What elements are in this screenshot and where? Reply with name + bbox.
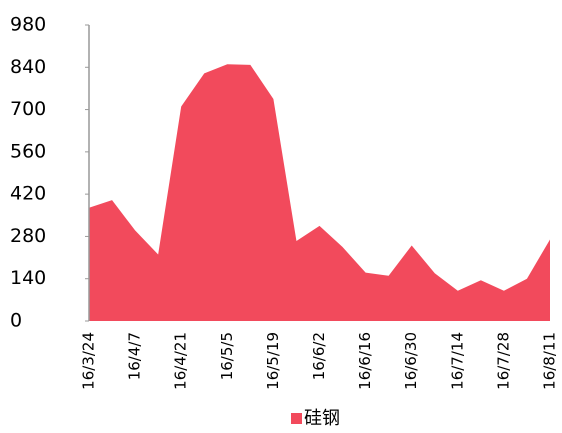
y-tick-label: 980: [10, 14, 46, 36]
y-tick-label: 840: [10, 56, 46, 78]
x-tick-label: 16/6/30: [402, 332, 420, 390]
legend-label: 硅钢: [304, 408, 340, 429]
area: [89, 64, 550, 321]
legend-swatch: [291, 413, 302, 424]
x-tick-label: 16/4/21: [172, 332, 190, 390]
x-tick-label: 16/7/28: [494, 332, 512, 390]
x-tick-label: 16/4/7: [126, 332, 144, 380]
x-tick-label: 16/8/11: [541, 332, 559, 390]
x-tick-label: 16/5/19: [264, 332, 282, 390]
x-tick-label: 16/3/24: [80, 332, 98, 390]
y-tick-label: 280: [10, 225, 46, 247]
y-tick-label: 0: [10, 310, 22, 332]
x-tick-label: 16/7/14: [448, 332, 466, 390]
x-tick-label: 16/6/2: [310, 332, 328, 380]
y-tick-label: 140: [10, 267, 46, 289]
y-tick-label: 560: [10, 140, 46, 162]
y-tick-label: 700: [10, 98, 46, 120]
x-tick-label: 16/5/5: [218, 332, 236, 380]
x-tick-label: 16/6/16: [356, 332, 374, 390]
y-tick-label: 420: [10, 183, 46, 205]
